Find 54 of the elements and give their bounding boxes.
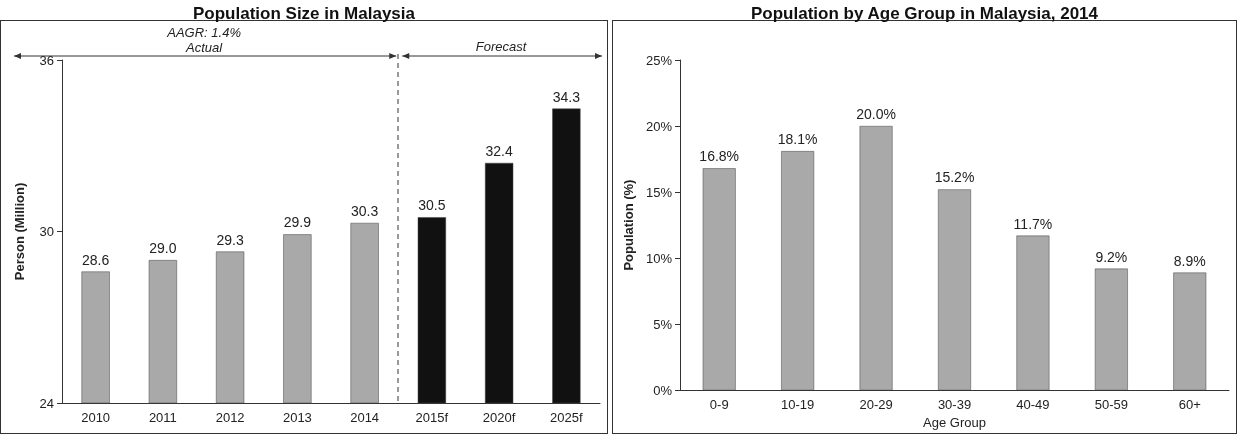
bar [781, 151, 815, 391]
y-tick-label: 10% [645, 250, 673, 266]
y-tick-label: 5% [653, 316, 673, 332]
data-label: 29.0 [149, 240, 177, 257]
x-axis-title: Age Group [923, 415, 986, 430]
data-label: 29.3 [216, 231, 244, 248]
x-tick-label: 10-19 [781, 397, 815, 413]
x-tick-label: 40-49 [1016, 397, 1050, 413]
x-tick-label: 2012 [215, 410, 245, 425]
data-label: 15.2% [934, 169, 975, 186]
bar [1016, 235, 1050, 391]
x-tick-label: 2015f [415, 410, 449, 425]
x-tick-label: 50-59 [1094, 397, 1128, 413]
bar [859, 126, 893, 391]
x-tick-label: 20-29 [859, 397, 893, 413]
bar [1094, 268, 1128, 391]
y-tick-label: 36 [39, 52, 54, 68]
data-label: 8.9% [1173, 252, 1206, 269]
data-label: 34.3 [552, 88, 581, 105]
bar [938, 189, 971, 391]
x-tick-label: 2010 [81, 410, 111, 425]
chart-title: Population Size in Malaysia [193, 4, 416, 23]
y-axis-title: Population (%) [621, 179, 637, 271]
data-label: 32.4 [485, 142, 513, 159]
y-tick-label: 0% [653, 382, 673, 398]
y-tick-label: 24 [39, 395, 54, 411]
data-label: 20.0% [856, 106, 896, 123]
y-axis-title: Person (Million) [12, 182, 27, 281]
x-tick-label: 2014 [350, 410, 380, 425]
data-label: 28.6 [82, 251, 110, 268]
data-label: 30.3 [351, 202, 379, 219]
data-label: 30.5 [418, 197, 446, 214]
x-tick-label: 30-39 [937, 397, 972, 413]
y-tick-label: 15% [645, 184, 673, 200]
data-label: 9.2% [1095, 248, 1128, 265]
text: AAGR: 1.4% [166, 25, 241, 40]
x-tick-label: 2011 [148, 410, 177, 425]
bar [1173, 272, 1207, 391]
data-label: 16.8% [699, 148, 740, 165]
x-tick-label: 2025f [550, 410, 584, 425]
y-tick-label: 20% [645, 118, 673, 134]
bar [702, 168, 736, 391]
y-tick-label: 25% [645, 52, 673, 68]
x-tick-label: 60+ [1178, 397, 1201, 413]
data-label: 11.7% [1013, 215, 1053, 232]
chart-title: Population by Age Group in Malaysia, 2014 [750, 4, 1099, 23]
text: Actual [185, 40, 224, 55]
data-label: 18.1% [777, 131, 818, 148]
y-tick-label: 30 [39, 224, 54, 239]
text: Forecast [475, 39, 528, 54]
data-label: 29.9 [283, 214, 312, 231]
x-tick-label: 2013 [282, 410, 312, 425]
x-tick-label: 0-9 [709, 397, 729, 413]
x-tick-label: 2020f [482, 410, 516, 425]
